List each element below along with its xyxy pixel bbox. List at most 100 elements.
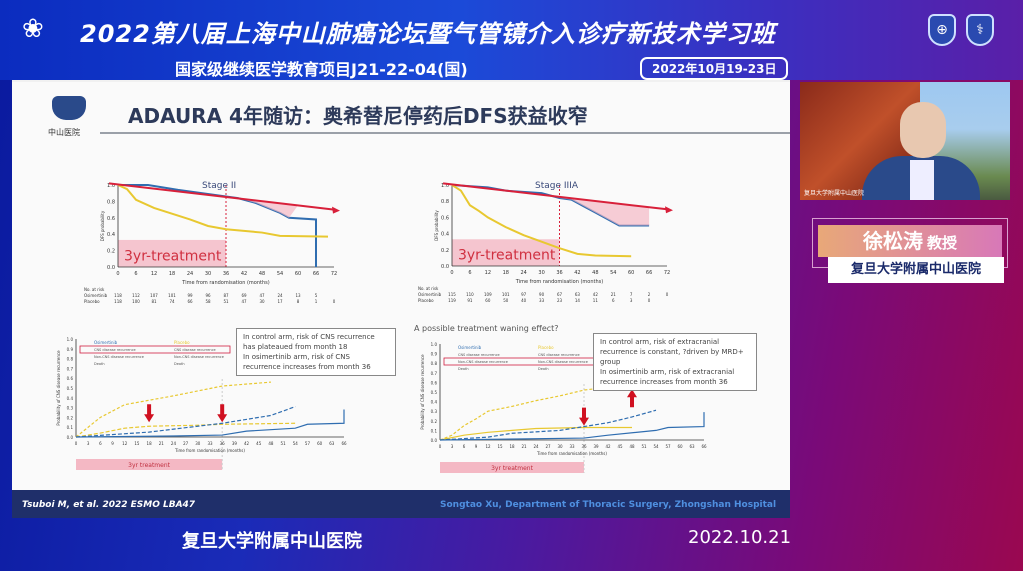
y-tick-label: 0.2: [67, 415, 74, 420]
x-tick-label: 72: [331, 271, 337, 277]
y-tick-label: 1.0: [107, 183, 115, 189]
at-risk-value: 47: [241, 299, 247, 304]
x-tick-label: 60: [317, 441, 323, 446]
treatment-label: 3yr treatment: [491, 465, 533, 472]
x-axis-label: Time from randomisation (months): [515, 279, 603, 285]
x-tick-label: 54: [277, 271, 283, 277]
y-tick-label: 0.8: [441, 199, 449, 205]
legend-item: Non-CNS disease recurrence: [538, 360, 588, 364]
x-tick-label: 33: [569, 444, 575, 449]
x-tick-label: 63: [689, 444, 695, 449]
speaker-video[interactable]: 复旦大学附属中山医院: [800, 82, 1010, 200]
x-tick-label: 6: [468, 270, 471, 276]
x-tick-label: 60: [677, 444, 683, 449]
footer-date: 2022.10.21: [688, 527, 792, 548]
at-risk-value: 11: [593, 298, 599, 303]
y-axis-label: Probability of CNS disease recurrence: [420, 354, 425, 430]
medical-badge-icon: ⚕: [966, 14, 994, 46]
at-risk-value: 21: [611, 292, 617, 297]
at-risk-value: 87: [223, 293, 229, 298]
x-tick-label: 36: [220, 441, 226, 446]
y-tick-label: 0.8: [67, 357, 74, 362]
y-tick-label: 0.2: [441, 248, 449, 254]
x-tick-label: 36: [556, 270, 562, 276]
x-tick-label: 6: [134, 271, 137, 277]
at-risk-value: 81: [151, 299, 157, 304]
legend-header: Osimertinib: [94, 340, 118, 345]
at-risk-value: 51: [223, 299, 229, 304]
y-tick-label: 0.6: [441, 215, 449, 221]
chart-title: Stage II: [202, 181, 236, 191]
treatment-shade: [452, 239, 560, 266]
at-risk-value: 67: [557, 292, 563, 297]
legend-item: Death: [174, 362, 185, 366]
at-risk-value: 30: [259, 299, 265, 304]
y-tick-label: 0.7: [67, 366, 74, 371]
legend-header: Osimertinib: [458, 345, 482, 350]
series-line: [439, 412, 705, 441]
x-tick-label: 45: [617, 444, 623, 449]
x-tick-label: 48: [268, 441, 274, 446]
at-risk-value: 101: [502, 292, 510, 297]
speaker-institution: 复旦大学附属中山医院: [828, 257, 1004, 283]
at-risk-value: 33: [539, 298, 545, 303]
treatment-label: 3yr treatment: [128, 462, 170, 469]
at-risk-value: 50: [503, 298, 509, 303]
x-tick-label: 0: [75, 441, 78, 446]
note-item: In control arm, risk of extracranial rec…: [600, 338, 744, 366]
x-tick-label: 24: [533, 444, 539, 449]
at-risk-value: 99: [187, 293, 193, 298]
x-tick-label: 66: [646, 270, 652, 276]
trend-arrowhead: [332, 206, 340, 214]
x-tick-label: 0: [450, 270, 453, 276]
at-risk-value: 1: [315, 299, 318, 304]
legend-highlight: [79, 345, 231, 354]
at-risk-value: 6: [612, 298, 615, 303]
x-tick-label: 12: [485, 444, 491, 449]
x-tick-label: 66: [341, 441, 347, 446]
series-line: [75, 422, 296, 438]
x-tick-label: 0: [116, 271, 119, 277]
x-tick-label: 42: [241, 271, 247, 277]
at-risk-value: 60: [485, 298, 491, 303]
note-item: In osimertinib arm, risk of CNS recurren…: [243, 353, 371, 371]
at-risk-value: 96: [205, 293, 211, 298]
x-tick-label: 21: [521, 444, 527, 449]
treatment-bar: [76, 459, 223, 470]
x-tick-label: 18: [169, 271, 175, 277]
event-dates: 2022年10月19-23日: [640, 57, 789, 80]
y-tick-label: 1.0: [441, 183, 449, 189]
at-risk-value: 0: [333, 299, 336, 304]
x-tick-label: 9: [111, 441, 114, 446]
red-down-arrow-icon: [144, 404, 155, 423]
legend-item: Death: [538, 367, 549, 371]
speaker-title: 教授: [926, 234, 957, 252]
y-tick-label: 0.0: [67, 435, 74, 440]
trend-line: [108, 182, 335, 211]
x-tick-label: 12: [485, 270, 491, 276]
series-line: [117, 184, 329, 238]
at-risk-value: 3: [630, 298, 633, 303]
x-tick-label: 18: [503, 270, 509, 276]
x-tick-label: 24: [520, 270, 526, 276]
at-risk-value: 17: [277, 299, 283, 304]
x-tick-label: 33: [207, 441, 213, 446]
speaker-name: 徐松涛: [862, 229, 923, 253]
x-axis-label: Time from randomisation (months): [174, 448, 245, 453]
x-tick-label: 48: [629, 444, 635, 449]
x-tick-label: 15: [497, 444, 503, 449]
chart-heading: A possible treatment waning effect?: [414, 324, 559, 333]
note-box-cns: In control arm, risk of CNS recurrence h…: [236, 328, 396, 376]
y-tick-label: 0.2: [107, 249, 115, 255]
x-tick-label: 42: [244, 441, 250, 446]
y-axis-label: DFS probability: [434, 210, 439, 241]
at-risk-value: 69: [241, 293, 247, 298]
note-item: In control arm, risk of CNS recurrence h…: [243, 333, 375, 351]
series-line: [439, 409, 657, 441]
legend-item: CNS disease recurrence: [174, 348, 216, 352]
y-tick-label: 0.8: [431, 361, 438, 366]
x-tick-label: 45: [256, 441, 262, 446]
